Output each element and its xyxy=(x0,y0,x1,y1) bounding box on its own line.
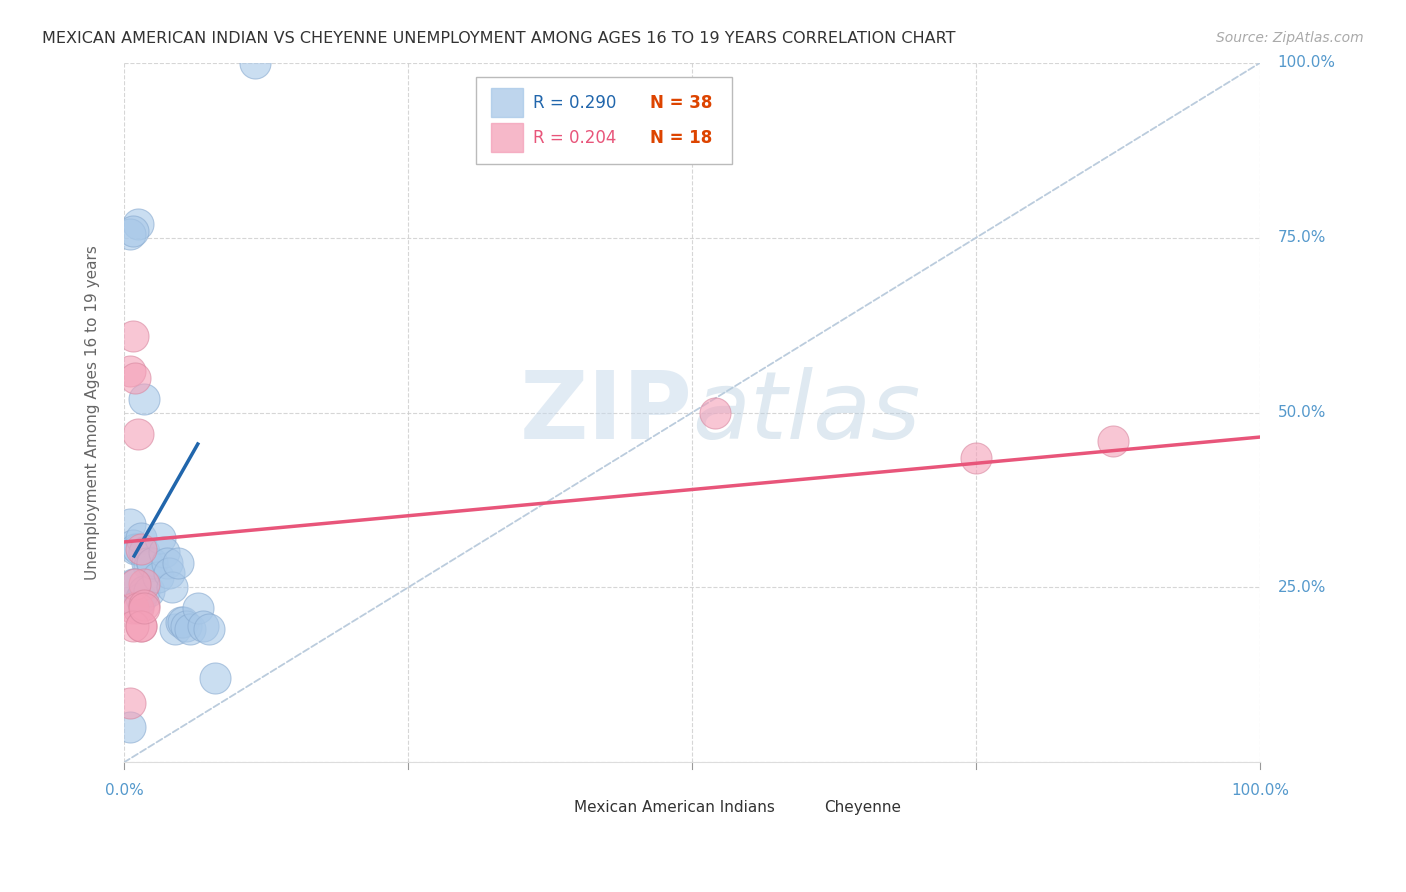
Point xyxy=(146,570,169,584)
Point xyxy=(127,541,149,556)
Point xyxy=(176,619,198,633)
Point xyxy=(127,217,149,231)
Point xyxy=(118,227,141,241)
Point xyxy=(141,556,163,570)
Text: R = 0.204: R = 0.204 xyxy=(533,128,616,146)
Point xyxy=(118,363,141,377)
Point xyxy=(122,601,145,615)
Point xyxy=(141,556,163,570)
Point xyxy=(127,598,149,612)
Text: MEXICAN AMERICAN INDIAN VS CHEYENNE UNEMPLOYMENT AMONG AGES 16 TO 19 YEARS CORRE: MEXICAN AMERICAN INDIAN VS CHEYENNE UNEM… xyxy=(42,31,956,46)
Point xyxy=(172,615,194,630)
Point xyxy=(134,584,156,599)
Point xyxy=(124,541,146,556)
Text: 50.0%: 50.0% xyxy=(1278,405,1326,420)
Bar xyxy=(491,87,523,117)
FancyBboxPatch shape xyxy=(477,77,733,164)
Point xyxy=(193,619,215,633)
Point xyxy=(167,556,190,570)
Point xyxy=(129,591,152,605)
Point xyxy=(122,539,145,553)
Bar xyxy=(491,123,523,153)
Point xyxy=(122,577,145,591)
Text: atlas: atlas xyxy=(692,367,921,458)
Text: N = 18: N = 18 xyxy=(650,128,713,146)
Point xyxy=(138,584,160,599)
Point xyxy=(118,721,141,735)
Text: N = 38: N = 38 xyxy=(650,94,713,112)
Point xyxy=(129,619,152,633)
Text: 25.0%: 25.0% xyxy=(1278,580,1326,595)
Point xyxy=(122,619,145,633)
Point xyxy=(129,619,152,633)
Point xyxy=(157,566,180,581)
Point xyxy=(134,577,156,591)
Point xyxy=(118,517,141,532)
Text: Cheyenne: Cheyenne xyxy=(824,800,901,815)
Point xyxy=(129,541,152,556)
Point xyxy=(198,623,221,637)
Y-axis label: Unemployment Among Ages 16 to 19 years: Unemployment Among Ages 16 to 19 years xyxy=(86,245,100,580)
Point xyxy=(179,623,201,637)
Point xyxy=(243,55,266,70)
Point xyxy=(160,581,183,595)
Point xyxy=(134,598,156,612)
Point xyxy=(138,559,160,574)
Point xyxy=(124,577,146,591)
Point xyxy=(187,601,209,615)
Point xyxy=(165,623,187,637)
Bar xyxy=(544,798,565,818)
Text: R = 0.290: R = 0.290 xyxy=(533,94,616,112)
Text: ZIP: ZIP xyxy=(519,367,692,458)
Point xyxy=(152,545,174,559)
Point xyxy=(127,601,149,615)
Point xyxy=(134,545,156,559)
Point xyxy=(204,672,226,686)
Text: Mexican American Indians: Mexican American Indians xyxy=(574,800,775,815)
Text: Source: ZipAtlas.com: Source: ZipAtlas.com xyxy=(1216,31,1364,45)
Point xyxy=(122,224,145,238)
Point xyxy=(118,696,141,710)
Text: 100.0%: 100.0% xyxy=(1232,783,1289,798)
Point xyxy=(134,392,156,406)
Text: 75.0%: 75.0% xyxy=(1278,230,1326,245)
Point xyxy=(156,556,179,570)
Point xyxy=(124,370,146,384)
Text: 0.0%: 0.0% xyxy=(104,783,143,798)
Point xyxy=(965,450,987,465)
Bar xyxy=(794,798,815,818)
Point xyxy=(127,426,149,441)
Text: 100.0%: 100.0% xyxy=(1278,55,1336,70)
Point xyxy=(122,328,145,343)
Point xyxy=(124,577,146,591)
Point xyxy=(134,601,156,615)
Point xyxy=(149,532,172,546)
Point xyxy=(1101,434,1123,448)
Point xyxy=(135,556,157,570)
Point xyxy=(703,405,725,419)
Point xyxy=(129,532,152,546)
Point xyxy=(170,615,193,630)
